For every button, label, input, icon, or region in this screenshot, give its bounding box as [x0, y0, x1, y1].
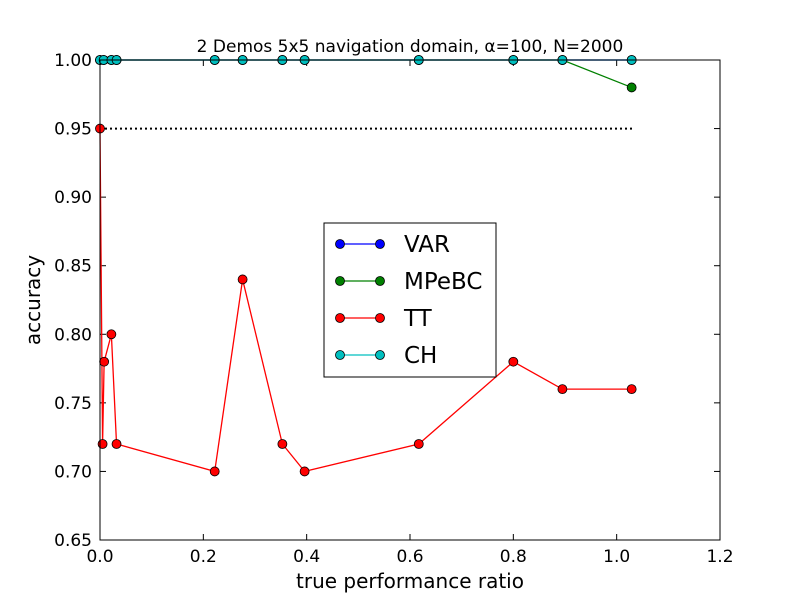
data-point-tt: [106, 329, 117, 340]
x-tick-label: 1.0: [603, 547, 630, 567]
chart-title: 2 Demos 5x5 navigation domain, α=100, N=…: [197, 37, 624, 57]
legend-box: [323, 222, 497, 378]
x-tick-label: 0.6: [396, 547, 423, 567]
data-point-mpebc: [626, 82, 637, 93]
y-tick-label: 0.80: [54, 325, 92, 345]
y-tick-label: 0.65: [54, 531, 92, 551]
plot-frame: [99, 59, 721, 541]
x-tick-label: 0.0: [86, 547, 113, 567]
legend-marker-tt: [375, 313, 385, 323]
legend-marker-var: [335, 239, 345, 249]
y-tick-label: 0.90: [54, 188, 92, 208]
legend-marker-mpebc: [335, 276, 345, 286]
x-tick-label: 0.8: [500, 547, 527, 567]
data-point-tt: [97, 439, 108, 449]
y-tick-label: 0.95: [54, 120, 92, 140]
series-line-mpebc: [100, 59, 632, 89]
legend-marker-tt: [335, 313, 345, 323]
legend-marker-ch: [375, 350, 385, 360]
y-axis-label: accuracy: [21, 255, 45, 345]
y-tick-label: 0.75: [54, 394, 92, 414]
axes: 0.0 0.2 0.4 0.6 0.8 1.0 1.2 0.65 0.70 0.75 0.80 0.8…: [54, 51, 733, 567]
series-mpebc: [95, 55, 637, 93]
data-point-tt: [209, 466, 220, 477]
x-tick-label: 1.2: [706, 547, 733, 567]
legend-label-tt: TT: [403, 306, 433, 332]
y-tick-label: 1.00: [54, 51, 92, 71]
data-point-tt: [111, 439, 122, 449]
x-tick-label: 0.2: [190, 547, 217, 567]
legend-label-var: VAR: [404, 232, 450, 258]
legend-marker-ch: [335, 350, 345, 360]
data-point-tt: [237, 274, 248, 285]
data-point-tt: [557, 384, 568, 395]
legend-label-mpebc: MPeBC: [404, 269, 482, 295]
legend-item-tt: TT: [335, 306, 433, 332]
legend-item-mpebc: MPeBC: [335, 269, 482, 295]
data-point-tt: [626, 384, 637, 395]
legend-item-var: VAR: [335, 232, 450, 258]
legend-marker-var: [375, 239, 385, 249]
data-point-tt: [413, 439, 424, 449]
y-tick-label: 0.70: [54, 462, 92, 482]
legend-label-ch: CH: [404, 343, 437, 369]
data-point-tt: [299, 466, 310, 477]
data-point-tt: [277, 439, 288, 449]
legend: VAR MPeBC TT CH: [323, 222, 497, 378]
legend-item-ch: CH: [335, 343, 437, 369]
x-axis-label: true performance ratio: [296, 569, 524, 593]
series-tt: [95, 123, 637, 477]
legend-marker-mpebc: [375, 276, 385, 286]
y-tick-label: 0.85: [54, 257, 92, 277]
data-point-tt: [99, 356, 110, 367]
data-point-tt: [508, 356, 519, 367]
x-tick-label: 0.4: [293, 547, 320, 567]
